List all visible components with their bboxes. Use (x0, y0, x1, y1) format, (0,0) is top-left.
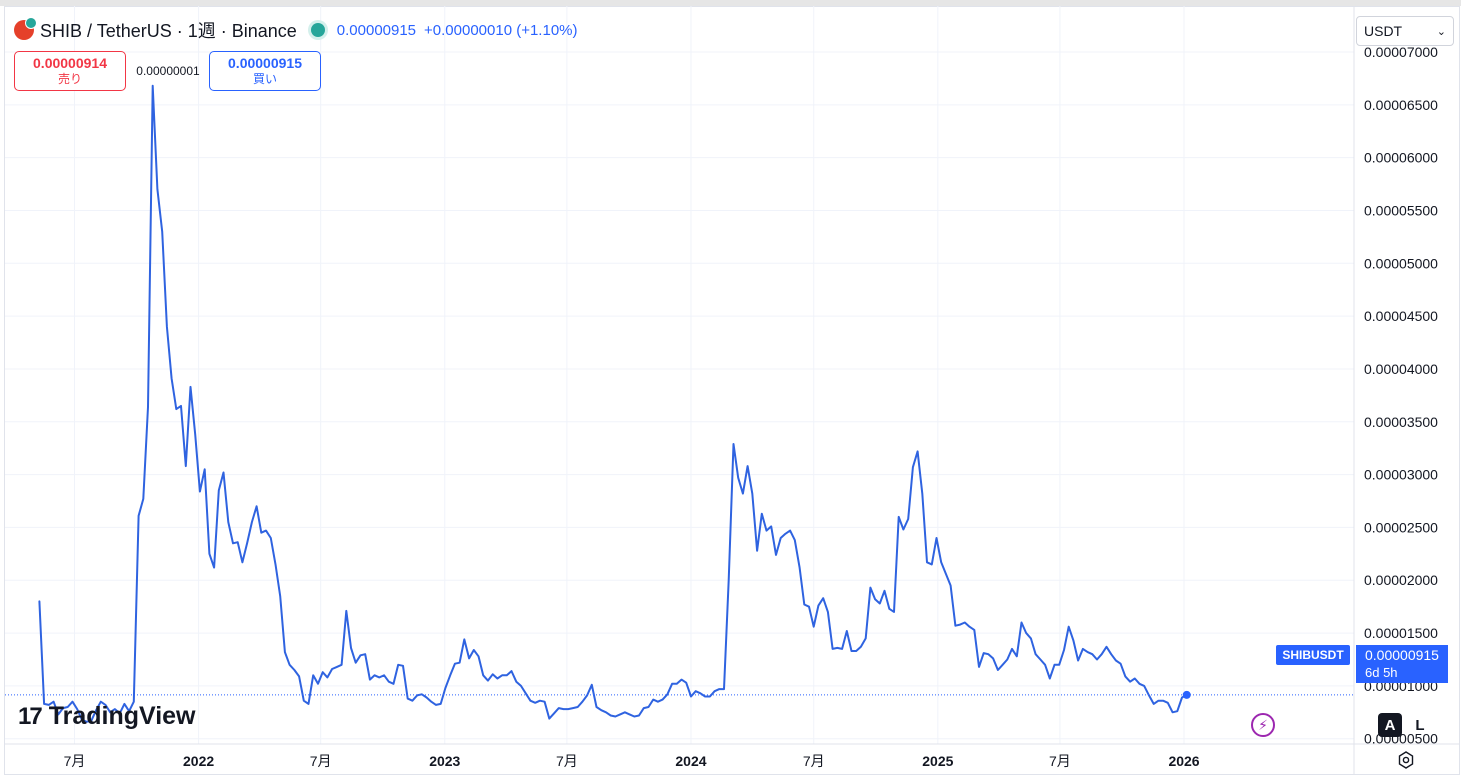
tradingview-logo-icon: 17 (18, 702, 43, 730)
y-tick-label: 0.00005500 (1364, 202, 1438, 218)
sell-button[interactable]: 0.00000914 売り (14, 51, 126, 91)
y-tick-label: 0.00005000 (1364, 255, 1438, 271)
settings-gear-svg (1398, 751, 1414, 769)
buy-button[interactable]: 0.00000915 買い (209, 51, 321, 91)
buy-label: 買い (252, 72, 277, 86)
chart-frame (4, 6, 1460, 775)
last-price-point (1182, 690, 1191, 699)
x-tick-label: 2023 (429, 753, 460, 769)
currency-select-value: USDT (1364, 23, 1403, 39)
price-change: +0.00000010 (+1.10%) (424, 21, 578, 39)
coin-icon (14, 17, 37, 40)
y-tick-label: 0.00004500 (1364, 308, 1438, 324)
symbol-price-tag: SHIBUSDT (1276, 645, 1350, 665)
x-tick-label: 2024 (675, 753, 706, 769)
bar-countdown: 6d 5h (1365, 665, 1398, 680)
status-dot-icon (310, 23, 325, 37)
x-tick-label: 7月 (310, 753, 332, 769)
auto-scale-button[interactable]: A (1378, 713, 1402, 737)
y-tick-label: 0.00004000 (1364, 361, 1438, 377)
top-border (0, 0, 1461, 6)
x-tick-label: 2026 (1168, 753, 1199, 769)
chevron-down-icon: ⌄ (1436, 25, 1446, 38)
x-tick-label: 7月 (64, 753, 86, 769)
x-tick-labels: 7月 2022 7月 2023 7月 2024 7月 2025 7月 2026 (64, 753, 1200, 769)
x-tick-label: 2022 (183, 753, 214, 769)
y-tick-labels: 0.00007000 0.00006500 0.00006000 0.00005500… (1364, 44, 1438, 747)
axes (5, 6, 1460, 775)
y-tick-label: 0.00002500 (1364, 519, 1438, 535)
y-tick-label: 0.00007000 (1364, 44, 1438, 60)
x-tick-label: 7月 (556, 753, 578, 769)
sell-price: 0.00000914 (33, 55, 107, 71)
log-scale-button[interactable]: L (1415, 716, 1425, 734)
current-price-tag: 0.00000915 6d 5h (1356, 645, 1448, 683)
sell-label: 売り (57, 72, 82, 86)
last-price: 0.00000915 (336, 21, 417, 39)
x-tick-label: 2025 (922, 753, 953, 769)
current-price-value: 0.00000915 (1365, 647, 1439, 663)
tradingview-logo-text: TradingView (48, 702, 196, 730)
symbol-title[interactable]: SHIB / TetherUS · 1週 · Binance (40, 21, 297, 41)
y-tick-label: 0.00003000 (1364, 467, 1438, 483)
bolt-icon[interactable]: ⚡︎ (1251, 713, 1275, 737)
price-line-series[interactable] (38, 84, 1188, 723)
grid-lines (5, 6, 1354, 744)
settings-icon[interactable] (1396, 750, 1416, 770)
x-tick-label: 7月 (1049, 753, 1071, 769)
y-tick-label: 0.00006000 (1364, 150, 1438, 166)
x-tick-label: 7月 (803, 753, 825, 769)
symbol-legend[interactable]: SHIB / TetherUS · 1週 · Binance 0.0000091… (14, 17, 578, 42)
currency-select[interactable]: USDT ⌄ (1356, 16, 1454, 46)
y-tick-label: 0.00006500 (1364, 97, 1438, 113)
y-tick-label: 0.00002000 (1364, 572, 1438, 588)
y-tick-label: 0.00001500 (1364, 625, 1438, 641)
spread-value: 0.00000001 (136, 64, 200, 78)
tradingview-logo[interactable]: 17 TradingView (18, 702, 196, 731)
buy-price: 0.00000915 (228, 55, 302, 71)
y-tick-label: 0.00003500 (1364, 414, 1438, 430)
